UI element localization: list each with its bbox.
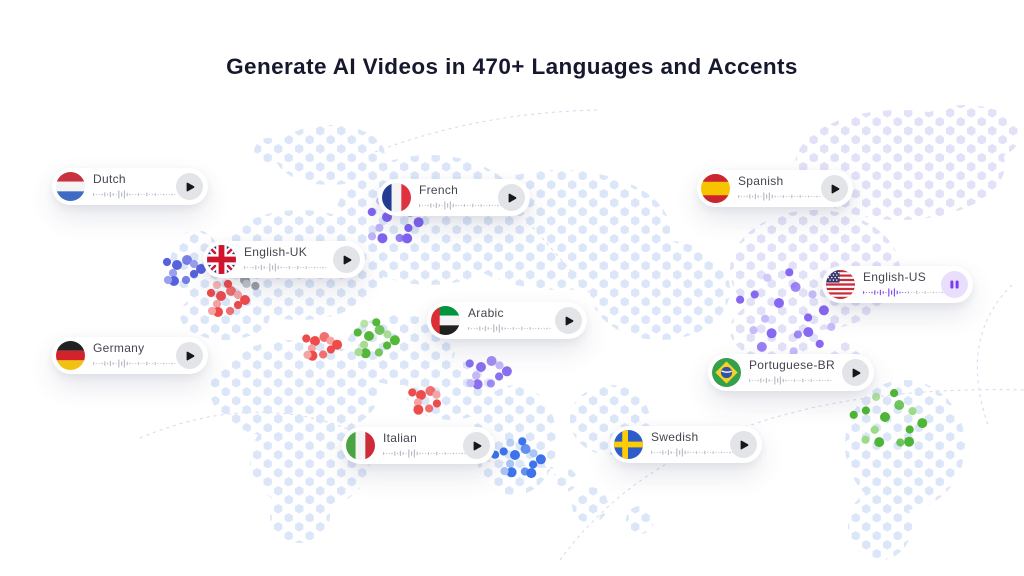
- play-button-spanish[interactable]: [821, 175, 848, 202]
- language-label: Swedish: [651, 430, 699, 445]
- english-us-flag-icon: [826, 270, 855, 299]
- play-button-french[interactable]: [498, 184, 525, 211]
- waveform-icon: [468, 323, 551, 334]
- language-label: Spanish: [738, 174, 784, 189]
- play-icon: [473, 441, 481, 450]
- language-label: Italian: [383, 431, 418, 446]
- waveform-icon: [651, 447, 734, 458]
- language-card-arabic: Arabic: [427, 302, 587, 339]
- language-label: French: [419, 183, 459, 198]
- waveform-icon: [383, 448, 466, 459]
- play-button-swedish[interactable]: [730, 431, 757, 458]
- play-button-english-uk[interactable]: [333, 246, 360, 273]
- play-icon: [186, 182, 194, 191]
- dashed-arcs: [139, 109, 1024, 561]
- english-uk-flag-icon: [207, 245, 236, 274]
- language-card-english-us: English-US: [822, 266, 973, 303]
- waveform-icon: [244, 262, 327, 273]
- italian-flag-icon: [346, 431, 375, 460]
- language-label: English-UK: [244, 245, 308, 260]
- language-label: Dutch: [93, 172, 126, 187]
- play-button-italian[interactable]: [463, 432, 490, 459]
- language-card-portuguese-br: Portuguese-BR: [708, 354, 874, 391]
- language-card-english-uk: English-UK: [203, 241, 365, 278]
- play-icon: [508, 193, 516, 202]
- language-label: Germany: [93, 341, 145, 356]
- waveform-icon: [93, 358, 176, 369]
- play-icon: [343, 255, 351, 264]
- language-card-dutch: Dutch: [52, 168, 208, 205]
- waveform-icon: [749, 375, 834, 386]
- play-button-dutch[interactable]: [176, 173, 203, 200]
- germany-flag-icon: [56, 341, 85, 370]
- play-button-germany[interactable]: [176, 342, 203, 369]
- waveform-icon: [863, 287, 946, 298]
- play-button-portuguese-br[interactable]: [842, 359, 869, 386]
- arabic-flag-icon: [431, 306, 460, 335]
- waveform-icon: [419, 200, 502, 211]
- pause-button-english-us[interactable]: [941, 271, 968, 298]
- waveform-icon: [738, 191, 821, 202]
- play-icon: [852, 368, 860, 377]
- page-title: Generate AI Videos in 470+ Languages and…: [226, 54, 798, 79]
- map-continents-americas: [730, 105, 1020, 378]
- spanish-flag-icon: [701, 174, 730, 203]
- play-icon: [186, 351, 194, 360]
- language-label: Arabic: [468, 306, 504, 321]
- language-card-italian: Italian: [342, 427, 495, 464]
- play-icon: [565, 316, 573, 325]
- play-button-arabic[interactable]: [555, 307, 582, 334]
- language-card-swedish: Swedish: [610, 426, 762, 463]
- pause-icon: [950, 280, 959, 289]
- portuguese-br-flag-icon: [712, 358, 741, 387]
- language-card-germany: Germany: [52, 337, 208, 374]
- dutch-flag-icon: [56, 172, 85, 201]
- language-card-spanish: Spanish: [697, 170, 853, 207]
- play-icon: [740, 440, 748, 449]
- waveform-icon: [93, 189, 176, 200]
- language-label: English-US: [863, 270, 927, 285]
- swedish-flag-icon: [614, 430, 643, 459]
- language-card-french: French: [378, 179, 530, 216]
- french-flag-icon: [382, 183, 411, 212]
- play-icon: [831, 184, 839, 193]
- map-continent-south-america: [845, 380, 965, 560]
- language-label: Portuguese-BR: [749, 358, 835, 373]
